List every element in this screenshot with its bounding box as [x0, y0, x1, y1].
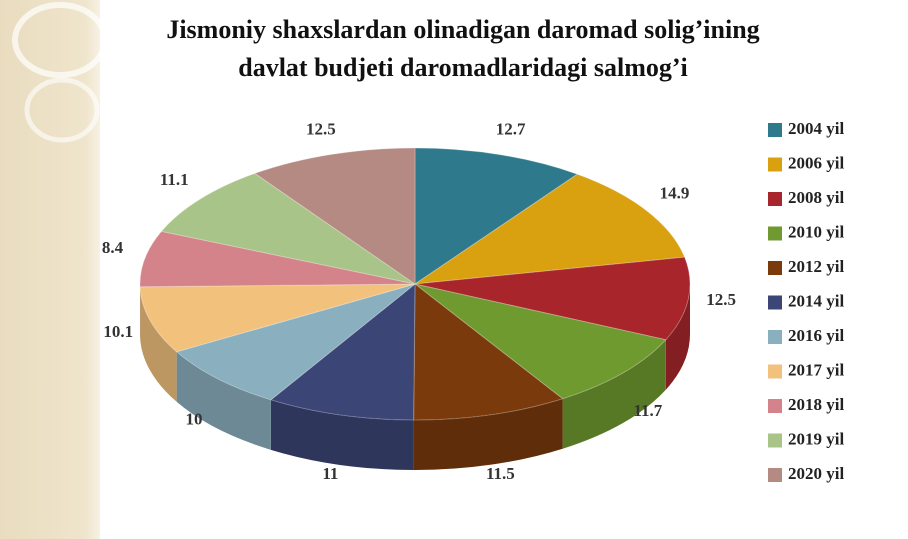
- legend-swatch: [768, 330, 782, 344]
- legend-label: 2018 yil: [788, 395, 844, 414]
- slice-side: [140, 286, 177, 402]
- legend-label: 2019 yil: [788, 429, 844, 448]
- legend-swatch: [768, 468, 782, 482]
- legend-label: 2014 yil: [788, 291, 844, 310]
- data-label: 10.1: [103, 322, 133, 341]
- slice-side: [413, 398, 563, 471]
- legend-label: 2004 yil: [788, 119, 844, 138]
- legend-label: 2008 yil: [788, 188, 844, 207]
- legend-label: 2016 yil: [788, 326, 844, 345]
- legend-label: 2010 yil: [788, 222, 844, 241]
- slice: [139, 283, 416, 353]
- slice: [139, 230, 416, 288]
- slice: [160, 172, 416, 285]
- slice-side: [665, 284, 690, 390]
- data-label: 8.4: [102, 238, 124, 257]
- legend-swatch: [768, 364, 782, 379]
- side-strip: [0, 0, 100, 539]
- slice-side: [270, 399, 414, 470]
- data-label: 11.5: [486, 464, 515, 483]
- data-label: 10: [185, 410, 202, 429]
- slice-side: [176, 351, 271, 450]
- data-label: 14.9: [660, 183, 690, 202]
- slice: [413, 282, 564, 421]
- legend-label: 2006 yil: [788, 153, 844, 172]
- data-label: 12.5: [306, 119, 336, 138]
- legend-swatch: [768, 399, 782, 413]
- chart-title: davlat budjeti daromadlaridagi salmog’i: [238, 53, 688, 82]
- legend-swatch: [768, 295, 782, 310]
- slice-side: [562, 339, 666, 449]
- legend-label: 2017 yil: [788, 360, 844, 379]
- legend: 2004 yil 2006 yil 2008 yil 2010 yil 2012 yil…: [768, 119, 844, 483]
- slice: [175, 283, 416, 401]
- data-label: 11.1: [160, 170, 189, 189]
- slice: [253, 147, 416, 285]
- legend-swatch: [768, 261, 782, 275]
- data-label: 12.5: [706, 290, 736, 309]
- chart-title: Jismoniy shaxslardan olinadigan daromad …: [166, 15, 759, 44]
- slice: [269, 282, 416, 421]
- slice: [414, 283, 667, 400]
- data-label: 12.7: [496, 120, 526, 139]
- decoration: [24, 77, 100, 143]
- data-label: 11: [322, 464, 338, 483]
- decoration: [12, 2, 108, 78]
- slice: [414, 256, 691, 341]
- legend-swatch: [768, 433, 782, 448]
- legend-label: 2020 yil: [788, 464, 844, 483]
- legend-label: 2012 yil: [788, 257, 844, 276]
- legend-swatch: [768, 192, 782, 206]
- slice: [414, 147, 579, 285]
- legend-swatch: [768, 123, 782, 137]
- legend-swatch: [768, 157, 782, 172]
- pie: 12.7 14.9 12.5 11.7 11.5 11 10 10.1 8.4 11.1 12.5: [102, 119, 736, 483]
- legend-swatch: [768, 226, 782, 241]
- data-label: 11.7: [634, 401, 663, 420]
- slice: [414, 173, 686, 285]
